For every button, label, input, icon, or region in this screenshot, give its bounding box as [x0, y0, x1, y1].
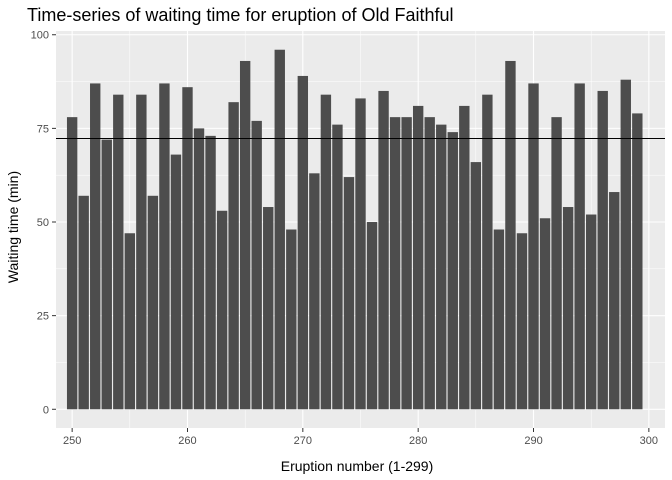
- bar: [470, 162, 482, 410]
- bar: [597, 90, 608, 410]
- bar: [447, 132, 458, 410]
- bar: [159, 83, 170, 410]
- bar: [459, 105, 470, 410]
- bar: [263, 207, 274, 410]
- bar: [147, 195, 159, 410]
- y-tick-label: 75: [37, 123, 49, 135]
- bar: [620, 79, 631, 410]
- bar: [216, 210, 228, 410]
- bar: [343, 177, 355, 410]
- x-tick-label: 260: [178, 435, 196, 447]
- bar: [205, 135, 216, 410]
- bar: [366, 222, 378, 410]
- bar: [528, 83, 539, 410]
- bar: [401, 117, 412, 410]
- bar: [562, 207, 574, 410]
- x-tick-label: 280: [409, 435, 427, 447]
- y-tick-label: 50: [37, 217, 49, 229]
- x-tick-label: 250: [63, 435, 81, 447]
- bar: [320, 94, 332, 410]
- y-tick-label: 25: [37, 311, 49, 323]
- x-tick-label: 300: [640, 435, 658, 447]
- bar: [389, 117, 401, 410]
- bar: [551, 117, 562, 410]
- bar: [609, 192, 620, 410]
- y-axis: 0 25 50 75 100: [31, 30, 56, 416]
- bar: [309, 173, 320, 410]
- bar: [228, 102, 239, 410]
- x-axis: 250 260 270 280 290 300: [63, 428, 658, 447]
- bar: [182, 87, 193, 410]
- bar: [66, 117, 78, 410]
- bar: [251, 120, 262, 410]
- y-axis-title: Waiting time (min): [5, 171, 21, 283]
- bar: [124, 233, 136, 410]
- bar: [505, 60, 516, 410]
- bar: [332, 124, 343, 410]
- y-tick-label: 0: [43, 404, 49, 416]
- bar: [286, 229, 297, 410]
- bar: [297, 75, 309, 410]
- bar: [424, 117, 435, 410]
- bar: [113, 94, 124, 410]
- bar: [436, 124, 447, 410]
- bar: [274, 49, 285, 410]
- bars: [66, 49, 643, 410]
- bar: [101, 139, 112, 410]
- bar: [482, 94, 493, 410]
- bar: [632, 113, 643, 410]
- x-axis-title: Eruption number (1-299): [281, 458, 434, 474]
- y-tick-label: 100: [31, 30, 49, 42]
- bar: [539, 218, 551, 410]
- bar: [239, 60, 251, 410]
- bar: [585, 214, 597, 410]
- bar: [90, 83, 101, 410]
- bar: [355, 98, 366, 410]
- bar: [493, 229, 505, 410]
- bar: [574, 83, 585, 410]
- bar: [193, 128, 205, 410]
- bar: [136, 94, 147, 410]
- bar: [78, 195, 89, 410]
- x-tick-label: 270: [294, 435, 312, 447]
- chart-title: Time-series of waiting time for eruption…: [27, 5, 454, 25]
- x-tick-label: 290: [524, 435, 542, 447]
- bar: [516, 233, 528, 410]
- bar: [378, 90, 389, 410]
- bar: [170, 154, 182, 410]
- bar: [412, 105, 424, 410]
